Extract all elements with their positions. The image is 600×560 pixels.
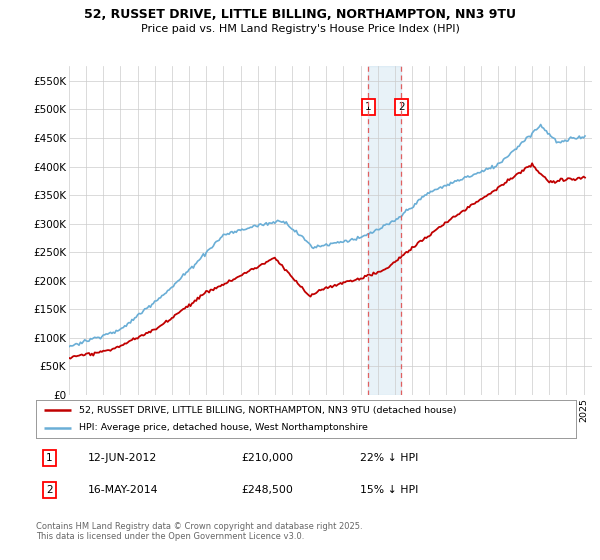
Text: 52, RUSSET DRIVE, LITTLE BILLING, NORTHAMPTON, NN3 9TU (detached house): 52, RUSSET DRIVE, LITTLE BILLING, NORTHA… [79, 405, 457, 414]
Text: 16-MAY-2014: 16-MAY-2014 [88, 486, 158, 495]
Text: 2: 2 [46, 486, 53, 495]
Text: Price paid vs. HM Land Registry's House Price Index (HPI): Price paid vs. HM Land Registry's House … [140, 24, 460, 34]
Text: 2: 2 [398, 101, 404, 111]
Text: 12-JUN-2012: 12-JUN-2012 [88, 453, 157, 463]
Text: 1: 1 [46, 453, 53, 463]
Text: £210,000: £210,000 [241, 453, 293, 463]
Text: HPI: Average price, detached house, West Northamptonshire: HPI: Average price, detached house, West… [79, 423, 368, 432]
Text: 15% ↓ HPI: 15% ↓ HPI [360, 486, 418, 495]
Text: 1: 1 [365, 101, 371, 111]
Text: 22% ↓ HPI: 22% ↓ HPI [360, 453, 418, 463]
Text: 52, RUSSET DRIVE, LITTLE BILLING, NORTHAMPTON, NN3 9TU: 52, RUSSET DRIVE, LITTLE BILLING, NORTHA… [84, 8, 516, 21]
Text: Contains HM Land Registry data © Crown copyright and database right 2025.
This d: Contains HM Land Registry data © Crown c… [36, 522, 362, 542]
Bar [368, 66, 401, 395]
Text: £248,500: £248,500 [241, 486, 293, 495]
